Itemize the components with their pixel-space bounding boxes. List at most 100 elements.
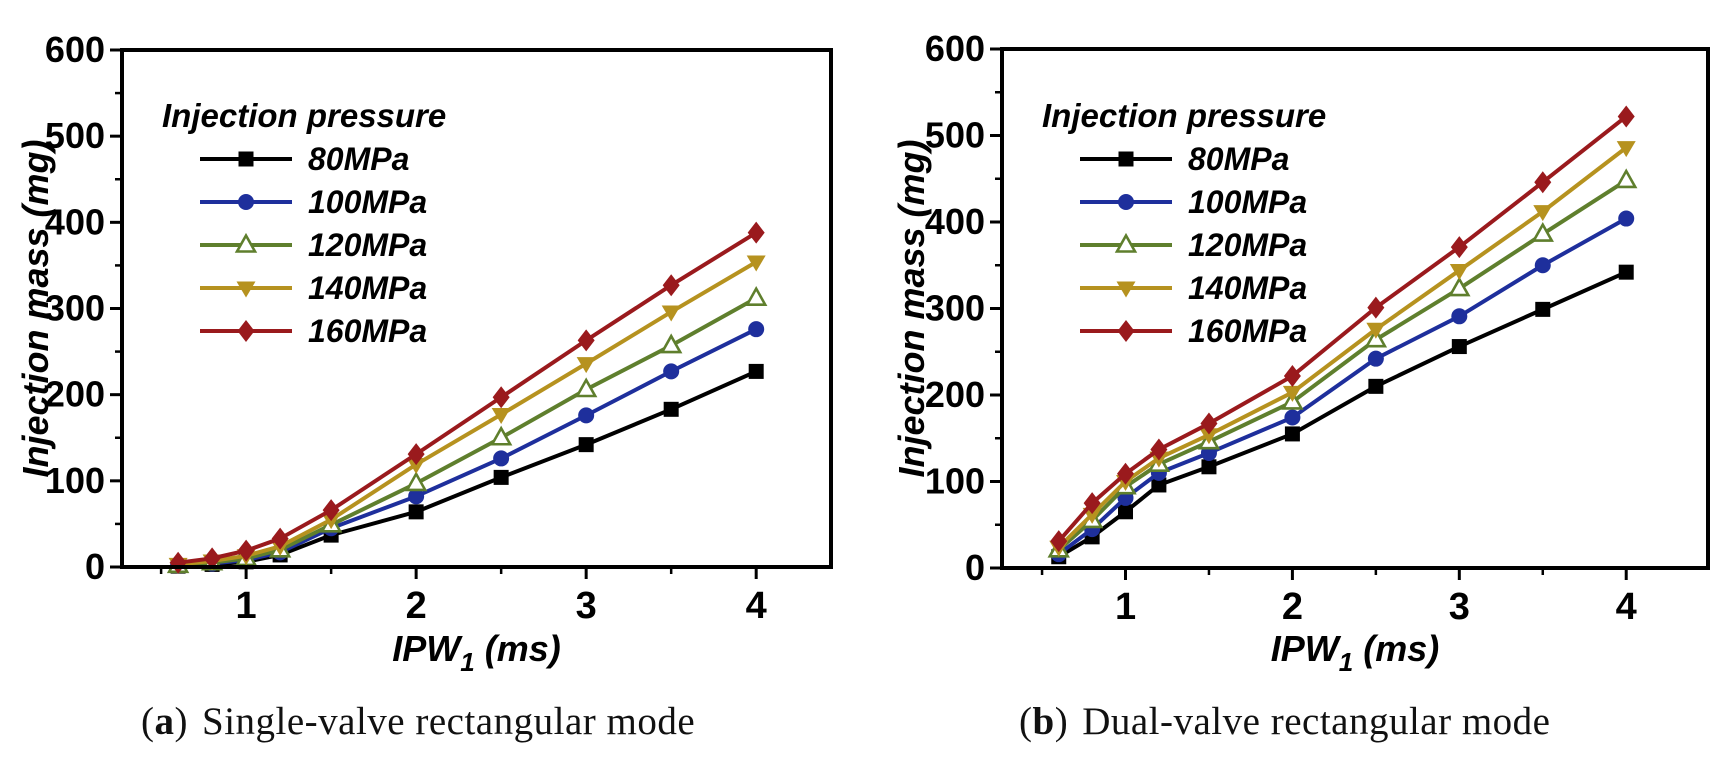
y-axis-label: Injection mass (mg) bbox=[15, 139, 56, 477]
marker-100MPa bbox=[493, 450, 510, 467]
y-tick-label: 500 bbox=[925, 115, 985, 156]
series-line-120MPa bbox=[1057, 178, 1628, 552]
legend: Injection pressure 80MPa 100MPa 120MPa 140MP… bbox=[1042, 97, 1326, 349]
marker-120MPa bbox=[489, 425, 513, 446]
y-tick-label: 100 bbox=[925, 461, 985, 502]
series-line-160MPa bbox=[1057, 114, 1628, 543]
marker-100MPa bbox=[1284, 409, 1301, 426]
legend-marker-100MPa bbox=[238, 194, 254, 210]
x-tick-label: 1 bbox=[1115, 586, 1136, 628]
series-line-140MPa bbox=[1057, 146, 1628, 549]
legend-marker-80MPa bbox=[1118, 151, 1134, 167]
marker-140MPa bbox=[491, 407, 511, 424]
series-group bbox=[166, 221, 768, 574]
legend-marker-120MPa bbox=[1114, 232, 1138, 253]
legend-title: Injection pressure bbox=[1042, 97, 1326, 134]
legend-marker-120MPa bbox=[234, 232, 258, 253]
marker-160MPa bbox=[1283, 364, 1301, 387]
marker-100MPa bbox=[578, 407, 595, 424]
marker-160MPa bbox=[237, 539, 255, 562]
marker-120MPa bbox=[574, 377, 598, 398]
marker-100MPa bbox=[1618, 210, 1635, 227]
series-line-140MPa bbox=[177, 260, 758, 567]
marker-160MPa bbox=[271, 527, 289, 550]
legend: Injection pressure 80MPa 100MPa 120MPa 140MP… bbox=[162, 97, 446, 349]
plot-frame bbox=[120, 48, 833, 569]
marker-120MPa bbox=[1614, 168, 1638, 189]
marker-120MPa bbox=[1448, 276, 1471, 297]
marker-160MPa bbox=[203, 547, 221, 570]
marker-160MPa bbox=[1534, 171, 1552, 194]
legend-label-80MPa: 80MPa bbox=[308, 141, 409, 177]
marker-100MPa bbox=[1367, 350, 1384, 367]
legend-label-160MPa: 160MPa bbox=[1188, 313, 1307, 349]
caption-b-paren-close: ) bbox=[1054, 700, 1069, 743]
legend-title: Injection pressure bbox=[162, 97, 446, 134]
y-tick-label: 300 bbox=[925, 288, 985, 329]
legend-marker-160MPa bbox=[237, 320, 255, 342]
x-tick-label: 3 bbox=[1449, 586, 1470, 628]
marker-100MPa bbox=[408, 488, 425, 505]
marker-160MPa bbox=[747, 221, 765, 244]
marker-120MPa bbox=[1531, 221, 1554, 242]
plot-frame bbox=[1000, 47, 1710, 570]
marker-120MPa bbox=[744, 286, 768, 306]
x-axis-label: IPW1 (ms) bbox=[1271, 628, 1439, 677]
y-tick-label: 600 bbox=[925, 28, 985, 69]
y-tick-label: 300 bbox=[45, 288, 105, 329]
marker-80MPa bbox=[1535, 301, 1551, 317]
legend-marker-160MPa bbox=[1117, 320, 1135, 342]
marker-80MPa bbox=[1151, 477, 1167, 493]
marker-80MPa bbox=[408, 504, 424, 520]
chart-b: 1 2 3 4 0 100 200 300 400 500 600 Injection pressur… bbox=[891, 28, 1710, 677]
legend-label-140MPa: 140MPa bbox=[308, 270, 427, 306]
marker-160MPa bbox=[1617, 105, 1635, 128]
x-tick-label: 2 bbox=[1282, 586, 1303, 628]
caption-a-text: Single-valve rectangular mode bbox=[202, 700, 696, 743]
marker-160MPa bbox=[492, 386, 510, 409]
y-tick-label: 200 bbox=[925, 374, 985, 415]
series-line-80MPa bbox=[178, 369, 758, 569]
marker-140MPa bbox=[1082, 507, 1102, 524]
series-line-100MPa bbox=[1057, 216, 1628, 556]
marker-160MPa bbox=[1450, 236, 1468, 259]
axis-ticks: 1 2 3 4 0 100 200 300 400 500 600 bbox=[45, 29, 767, 627]
marker-80MPa bbox=[1618, 264, 1634, 280]
marker-80MPa bbox=[493, 469, 509, 485]
x-tick-label: 3 bbox=[576, 585, 597, 627]
legend-label-160MPa: 160MPa bbox=[308, 313, 427, 349]
marker-140MPa bbox=[1366, 322, 1386, 339]
marker-100MPa bbox=[1534, 257, 1551, 274]
y-tick-label: 200 bbox=[45, 374, 105, 415]
marker-140MPa bbox=[576, 357, 596, 374]
marker-100MPa bbox=[1451, 308, 1468, 325]
chart-a: 1 2 3 4 0 100 200 300 400 500 600 Injection pressur… bbox=[15, 29, 833, 677]
series-line-160MPa bbox=[177, 230, 758, 565]
marker-140MPa bbox=[406, 457, 426, 474]
marker-100MPa bbox=[748, 321, 765, 338]
caption-a-paren-open: ( bbox=[141, 700, 155, 743]
y-tick-label: 400 bbox=[925, 201, 985, 242]
marker-160MPa bbox=[1050, 530, 1068, 553]
legend-label-100MPa: 100MPa bbox=[1188, 184, 1307, 220]
x-tick-label: 4 bbox=[1616, 586, 1637, 628]
caption-a-paren-close: ) bbox=[174, 700, 188, 743]
marker-160MPa bbox=[662, 274, 680, 297]
series-line-80MPa bbox=[1057, 270, 1628, 559]
y-tick-label: 100 bbox=[45, 460, 105, 501]
marker-160MPa bbox=[322, 499, 340, 522]
axis-ticks: 1 2 3 4 0 100 200 300 400 500 600 bbox=[925, 28, 1637, 628]
y-tick-label: 500 bbox=[45, 115, 105, 156]
marker-80MPa bbox=[748, 363, 764, 379]
marker-120MPa bbox=[404, 471, 428, 492]
marker-80MPa bbox=[578, 437, 594, 453]
legend-label-100MPa: 100MPa bbox=[308, 184, 427, 220]
legend-label-120MPa: 120MPa bbox=[308, 227, 427, 263]
caption-b-letter: b bbox=[1032, 700, 1055, 743]
y-axis-label: Injection mass (mg) bbox=[891, 139, 932, 477]
marker-80MPa bbox=[1284, 426, 1300, 442]
y-tick-label: 400 bbox=[45, 201, 105, 242]
legend-label-120MPa: 120MPa bbox=[1188, 227, 1307, 263]
marker-140MPa bbox=[661, 305, 681, 322]
